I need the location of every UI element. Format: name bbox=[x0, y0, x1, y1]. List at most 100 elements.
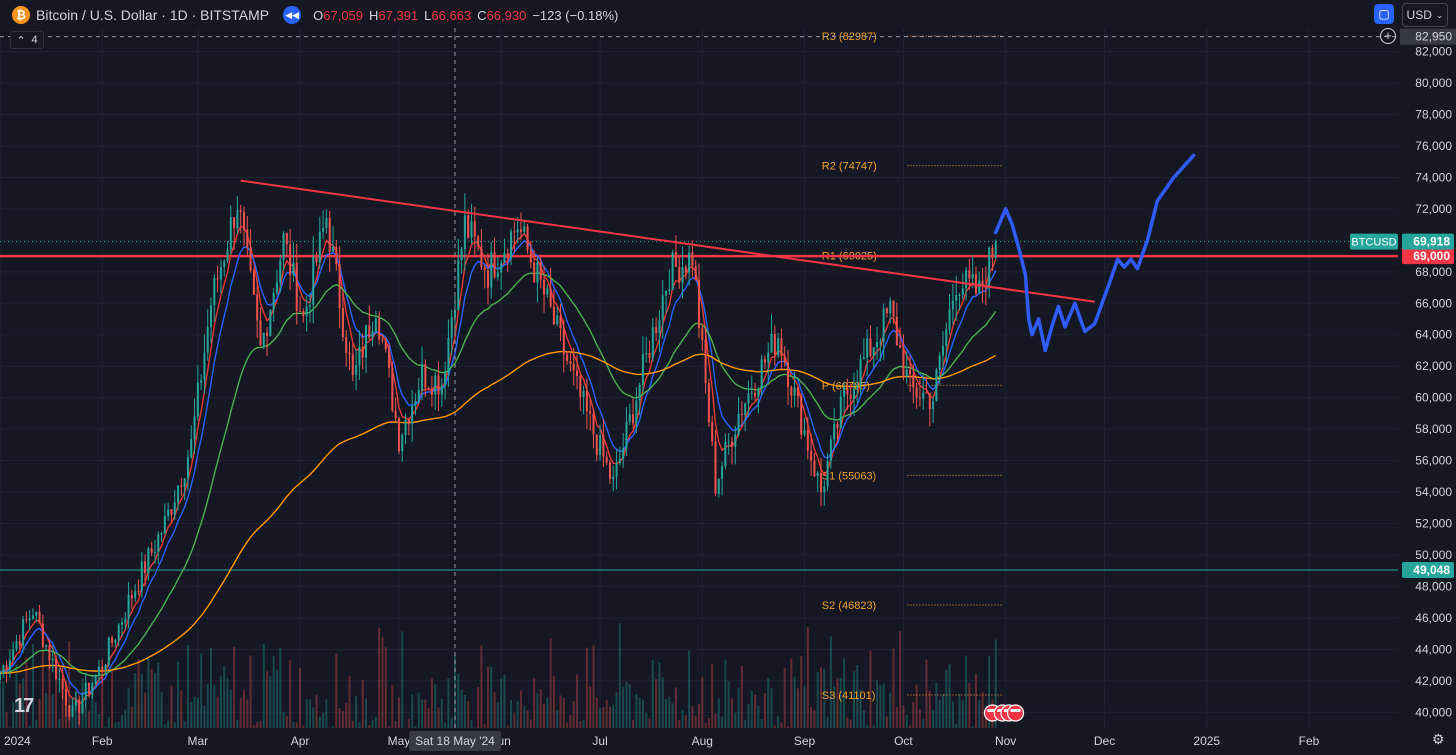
candle-body bbox=[833, 423, 836, 440]
volume-bar bbox=[915, 684, 918, 728]
candle-body bbox=[813, 460, 816, 477]
volume-bar bbox=[721, 716, 724, 728]
volume-bar bbox=[651, 659, 654, 728]
volume-bar bbox=[592, 645, 595, 728]
plus-icon[interactable]: + bbox=[1380, 28, 1396, 44]
candle-body bbox=[450, 317, 453, 338]
time-tick-label: Feb bbox=[1299, 734, 1320, 748]
candle-body bbox=[134, 591, 137, 599]
volume-bar bbox=[147, 657, 150, 728]
volume-bar bbox=[816, 672, 819, 728]
volume-bar bbox=[750, 690, 753, 728]
candle-body bbox=[576, 370, 579, 376]
candle-body bbox=[364, 325, 367, 358]
time-tick-label: Apr bbox=[291, 734, 310, 748]
candle-body bbox=[262, 332, 265, 346]
candle-body bbox=[602, 435, 605, 457]
volume-bar bbox=[711, 664, 714, 728]
volume-bar bbox=[701, 677, 704, 728]
volume-bar bbox=[648, 718, 651, 728]
volume-bar bbox=[35, 719, 38, 728]
candle-body bbox=[872, 347, 875, 357]
volume-bar bbox=[773, 725, 776, 728]
candle-body bbox=[668, 289, 671, 292]
volume-bar bbox=[417, 692, 420, 728]
candle-body bbox=[269, 309, 272, 337]
candle-body bbox=[84, 682, 87, 700]
candle-body bbox=[0, 673, 1, 680]
volume-bar bbox=[318, 716, 321, 728]
candle-body bbox=[140, 561, 143, 592]
volume-bar bbox=[364, 698, 367, 728]
candle-body bbox=[467, 215, 470, 238]
candle-body bbox=[566, 354, 569, 362]
volume-bar bbox=[173, 722, 176, 728]
volume-bar bbox=[196, 697, 199, 728]
volume-bar bbox=[180, 690, 183, 728]
candle-body bbox=[91, 683, 94, 695]
candle-body bbox=[958, 295, 961, 297]
candle-body bbox=[991, 247, 994, 259]
volume-bar bbox=[869, 650, 872, 728]
volume-bar bbox=[974, 673, 977, 728]
candle-body bbox=[111, 637, 114, 643]
volume-bar bbox=[351, 720, 354, 728]
gear-icon[interactable]: ⚙ bbox=[1432, 731, 1445, 747]
candle-body bbox=[137, 591, 140, 593]
symbol-tag-box bbox=[1350, 233, 1398, 250]
candle-body bbox=[730, 441, 733, 447]
volume-bar bbox=[378, 627, 381, 728]
candle-body bbox=[876, 342, 879, 348]
volume-bar bbox=[674, 687, 677, 728]
candle-body bbox=[193, 416, 196, 440]
volume-bar bbox=[388, 726, 391, 728]
candle-body bbox=[282, 233, 285, 261]
candle-body bbox=[78, 699, 81, 713]
volume-bar bbox=[374, 716, 377, 728]
candle-body bbox=[295, 262, 298, 311]
candle-body bbox=[388, 349, 391, 369]
volume-bar bbox=[905, 714, 908, 728]
volume-bar bbox=[163, 724, 166, 728]
volume-bar bbox=[819, 667, 822, 728]
volume-bar bbox=[262, 644, 265, 728]
candle-body bbox=[48, 645, 51, 661]
volume-bar bbox=[282, 711, 285, 728]
volume-bar bbox=[130, 706, 133, 728]
candle-body bbox=[417, 389, 420, 402]
replay-icon[interactable]: ◀◀ bbox=[283, 6, 302, 24]
horizontal-lines bbox=[0, 241, 1398, 571]
candle-body bbox=[968, 270, 971, 279]
volume-bar bbox=[951, 701, 954, 728]
currency-label: USD bbox=[1406, 8, 1432, 22]
volume-bar bbox=[457, 673, 460, 728]
candle-body bbox=[783, 356, 786, 363]
price-axis-bg bbox=[1400, 0, 1456, 755]
candle-body bbox=[338, 263, 341, 308]
candle-body bbox=[496, 272, 499, 278]
volume-bar bbox=[384, 647, 387, 728]
hline-price-box bbox=[1402, 248, 1454, 265]
candle-body bbox=[618, 458, 621, 463]
volume-bar bbox=[157, 662, 160, 728]
symbol-title[interactable]: Bitcoin / U.S. Dollar · 1D · BITSTAMP bbox=[36, 7, 270, 23]
currency-select[interactable]: USD ⌄ bbox=[1402, 3, 1448, 27]
volume-bar bbox=[493, 691, 496, 728]
indicators-toggle[interactable]: ⌃ 4 bbox=[10, 31, 44, 49]
candle-body bbox=[701, 328, 704, 340]
price-tick-label: 72,000 bbox=[1415, 202, 1452, 216]
snapshot-icon[interactable]: ▢ bbox=[1374, 4, 1394, 24]
candle-body bbox=[15, 641, 18, 650]
volume-bar bbox=[117, 721, 120, 728]
price-tick-label: 40,000 bbox=[1415, 705, 1452, 719]
candle-body bbox=[493, 252, 496, 278]
candle-body bbox=[252, 270, 255, 295]
volume-bar bbox=[305, 699, 308, 728]
volume-bar bbox=[912, 702, 915, 728]
volume-bar bbox=[569, 714, 572, 728]
volume-bar bbox=[170, 685, 173, 728]
volume-bar bbox=[368, 724, 371, 728]
volume-bar bbox=[0, 682, 1, 728]
volume-bar bbox=[28, 726, 31, 728]
